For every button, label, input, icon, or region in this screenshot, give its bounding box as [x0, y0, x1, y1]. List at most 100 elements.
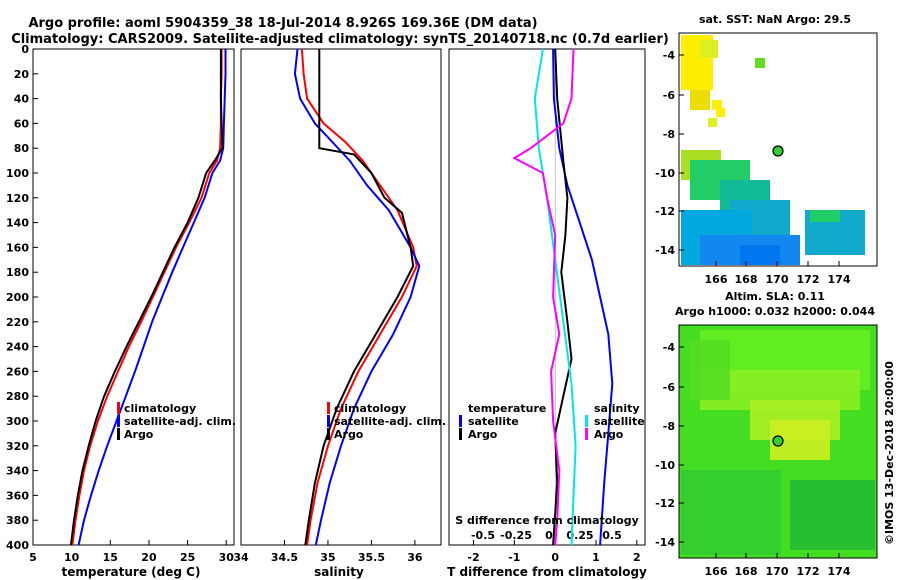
y-tick-label: 180 — [6, 266, 29, 279]
x-tick-label: 10 — [64, 551, 80, 564]
series-line-climatology — [71, 49, 223, 546]
s-diff-xlabel: S difference from climatology — [455, 514, 639, 527]
title-line-1: Argo profile: aoml 5904359_38 18-Jul-201… — [28, 16, 537, 31]
x-tick-label: -2 — [467, 551, 479, 564]
sst-cell — [690, 90, 710, 110]
sla-map-title-2: Argo h1000: 0.032 h2000: 0.044 — [675, 305, 875, 318]
map-y-tick-label: -12 — [655, 497, 675, 510]
sst-cell — [712, 100, 722, 110]
sla-cell — [681, 470, 781, 555]
map-x-tick-label: 172 — [797, 565, 820, 578]
map-x-tick-label: 174 — [828, 565, 851, 578]
sst-map: sat. SST: NaN Argo: 29.5 166 168 170 172 174… — [655, 13, 878, 286]
series-line-argo — [304, 49, 415, 546]
map-x-tick-label: 168 — [735, 565, 758, 578]
argo-position-marker — [772, 435, 784, 447]
map-x-tick-label: 174 — [828, 273, 851, 286]
sst-cell — [740, 245, 780, 265]
x-tick-label: -1 — [508, 551, 520, 564]
x-tick-label: 0 — [551, 551, 559, 564]
difference-axes-box — [448, 48, 646, 546]
legend-swatch-climatology — [327, 402, 330, 414]
legend-swatch-t-argo — [459, 428, 462, 440]
legend-title-temperature: temperature — [468, 402, 546, 415]
series-line-satellite-adj-clim- — [293, 48, 421, 546]
series-line-t-satellite — [552, 48, 614, 546]
temperature-xlabel: temperature (deg C) — [62, 565, 201, 579]
y-tick-label: 20 — [14, 68, 30, 81]
legend-label-s-satellite: satellite — [594, 415, 645, 428]
legend-swatch-argo — [327, 428, 330, 440]
map-y-tick-label: -6 — [663, 381, 676, 394]
secondary-x-tick-label: 0.5 — [602, 529, 622, 542]
secondary-x-tick-label: 0 — [545, 529, 553, 542]
map-x-tick-label: 172 — [797, 273, 820, 286]
difference-legend-left: temperature satellite Argo — [459, 402, 546, 441]
legend-label-t-satellite: satellite — [468, 415, 519, 428]
x-tick-label: 34 — [233, 551, 249, 564]
x-tick-label: 1 — [592, 551, 600, 564]
x-tick-label: 2 — [633, 551, 641, 564]
y-tick-label: 60 — [14, 117, 30, 130]
y-tick-label: 380 — [6, 514, 29, 527]
y-tick-label: 120 — [6, 192, 29, 205]
map-y-tick-label: -10 — [655, 459, 675, 472]
salinity-panel: 34 34.5 35 35.5 36 salinity climatology sate… — [233, 48, 446, 579]
secondary-x-tick-label: -0.5 — [471, 529, 495, 542]
map-x-tick-label: 168 — [735, 273, 758, 286]
difference-panel: -2 -1 0 1 2 -0.5 -0.25 0 0.25 0.5 S difference f… — [447, 48, 647, 579]
sst-cell — [716, 108, 725, 117]
y-tick-label: 100 — [6, 167, 29, 180]
legend-label-satellite: satellite-adj. clim. — [124, 415, 236, 428]
salinity-xlabel: salinity — [314, 565, 364, 579]
map-y-tick-label: -14 — [655, 536, 675, 549]
map-y-tick-label: -12 — [655, 205, 675, 218]
salinity-legend: climatology satellite-adj. clim. Argo — [327, 402, 446, 441]
sst-cell — [810, 210, 840, 222]
y-tick-label: 140 — [6, 217, 29, 230]
x-tick-label: 36 — [407, 551, 423, 564]
sst-cell — [755, 58, 765, 68]
y-tick-label: 0 — [21, 43, 29, 56]
x-tick-label: 34.5 — [271, 551, 298, 564]
legend-label-argo: Argo — [124, 428, 154, 441]
y-tick-label: 400 — [6, 539, 29, 552]
legend-swatch-t-satellite — [459, 415, 462, 427]
legend-swatch-s-argo — [585, 428, 588, 440]
argo-position-marker — [772, 145, 784, 157]
salinity-axes-box — [240, 48, 442, 546]
y-tick-label: 360 — [6, 489, 29, 502]
x-tick-label: 25 — [180, 551, 195, 564]
y-tick-label: 200 — [6, 291, 29, 304]
legend-swatch-climatology — [117, 402, 120, 414]
y-tick-label: 220 — [6, 316, 29, 329]
y-tick-label: 160 — [6, 241, 29, 254]
series-line-s-satellite — [533, 48, 577, 546]
legend-label-s-argo: Argo — [594, 428, 624, 441]
series-line-argo — [69, 49, 224, 546]
map-x-tick-label: 166 — [705, 273, 728, 286]
sla-map-title-1: Altim. SLA: 0.11 — [725, 290, 825, 303]
legend-swatch-satellite — [117, 415, 120, 427]
x-tick-label: 35 — [320, 551, 335, 564]
legend-label-t-argo: Argo — [468, 428, 498, 441]
y-tick-label: 300 — [6, 415, 29, 428]
x-tick-label: 30 — [219, 551, 235, 564]
map-y-tick-label: -6 — [663, 89, 676, 102]
legend-title-salinity: salinity — [594, 402, 640, 415]
temperature-legend: climatology satellite-adj. clim. Argo — [117, 402, 236, 441]
legend-label-satellite: satellite-adj. clim. — [334, 415, 446, 428]
temperature-panel: 0 20 40 60 80 100 120 140 160 180 200 220 240 260 280 3… — [6, 43, 454, 579]
map-y-tick-label: -8 — [663, 420, 675, 433]
legend-label-argo: Argo — [334, 428, 364, 441]
sla-map: Altim. SLA: 0.11 Argo h1000: 0.032 h2000… — [655, 290, 878, 578]
map-y-tick-label: -4 — [663, 341, 676, 354]
sla-cell — [790, 480, 875, 550]
sst-cell — [700, 40, 718, 58]
x-tick-label: 35.5 — [358, 551, 385, 564]
sla-cell — [690, 340, 730, 400]
map-y-tick-label: -8 — [663, 128, 675, 141]
series-line-satellite-adj-clim- — [77, 49, 227, 546]
x-tick-label: 15 — [103, 551, 118, 564]
